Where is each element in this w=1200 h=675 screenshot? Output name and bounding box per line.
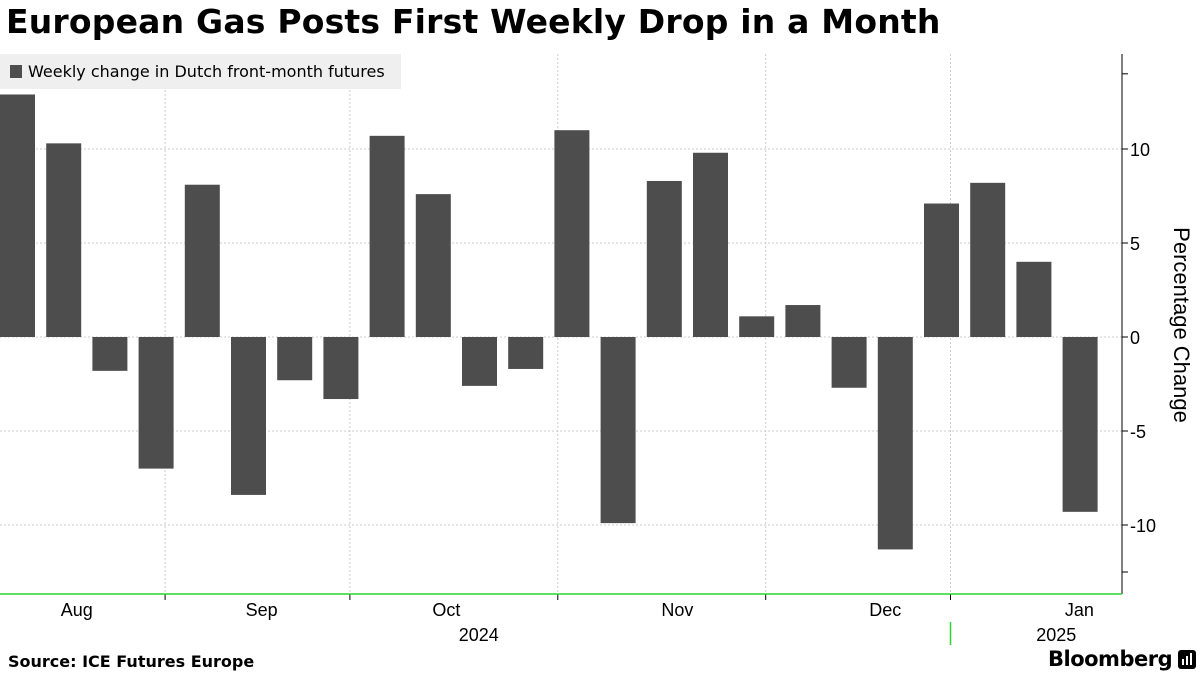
bar-11: [462, 337, 497, 386]
bar-9: [369, 135, 405, 337]
bar-7: [277, 337, 313, 381]
bar-15: [646, 180, 682, 337]
x-tick-label: Jan: [1065, 600, 1094, 620]
y-tick-label: -5: [1130, 422, 1146, 442]
y-tick-label: 5: [1130, 234, 1140, 254]
bar-14: [600, 337, 636, 524]
legend: Weekly change in Dutch front-month futur…: [0, 54, 401, 89]
bar-4: [138, 337, 174, 469]
bar-1: [0, 94, 35, 337]
legend-swatch: [10, 65, 22, 78]
chart-title: European Gas Posts First Weekly Drop in …: [6, 2, 941, 41]
bloomberg-terminal-icon: [1178, 650, 1196, 669]
bar-16: [693, 152, 728, 337]
x-tick-label: Nov: [661, 600, 693, 620]
source-note: Source: ICE Futures Europe: [8, 652, 255, 671]
bar-22: [970, 182, 1006, 337]
bar-3: [92, 337, 128, 371]
bar-6: [231, 337, 266, 495]
y-tick-label: -10: [1130, 516, 1156, 536]
y-tick-label: 10: [1130, 140, 1150, 160]
bar-24: [1062, 337, 1098, 512]
bar-10: [415, 194, 451, 337]
x-tick-label: Dec: [869, 600, 901, 620]
legend-background: [0, 54, 401, 89]
bar-19: [831, 337, 867, 388]
bar-18: [785, 305, 821, 337]
bar-12: [508, 337, 544, 369]
x-tick-label: Oct: [432, 600, 460, 620]
bar-20: [877, 337, 913, 550]
y-axis-label: Percentage Change: [1169, 227, 1194, 423]
y-tick-label: 0: [1130, 328, 1140, 348]
bar-5: [184, 184, 220, 337]
axes: -10 -5 0 5 10 Aug Sep Oct Nov Dec Jan 2024 2025: [0, 54, 1156, 645]
bar-23: [1016, 261, 1052, 337]
bar-21: [924, 203, 959, 337]
year-label: 2025: [1036, 625, 1076, 645]
year-label: 2024: [459, 625, 499, 645]
x-tick-label: Aug: [61, 600, 93, 620]
x-tick-label: Sep: [246, 600, 278, 620]
bloomberg-logo: Bloomberg: [1048, 647, 1173, 671]
bar-2: [46, 143, 82, 337]
bar-13: [554, 130, 590, 337]
bars: [0, 94, 1098, 550]
bar-8: [323, 337, 359, 400]
bar-17: [739, 316, 775, 337]
legend-label: Weekly change in Dutch front-month futur…: [28, 62, 385, 81]
